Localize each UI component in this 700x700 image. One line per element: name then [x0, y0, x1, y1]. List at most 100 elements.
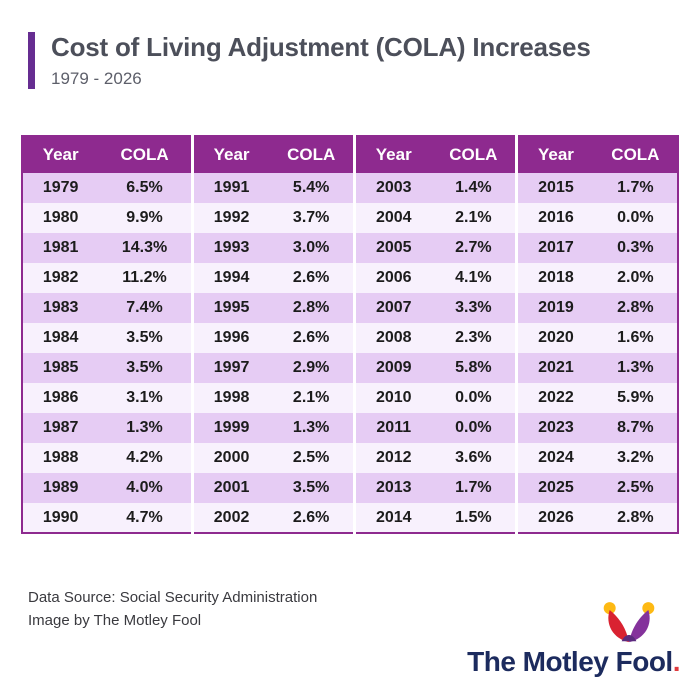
year-cell: 1986	[22, 383, 99, 413]
cola-cell: 4.7%	[98, 503, 193, 533]
cola-cell: 0.3%	[593, 233, 678, 263]
cola-cell: 4.0%	[98, 473, 193, 503]
header-row: Year COLA Year COLA Year COLA Year COLA	[22, 136, 678, 173]
year-cell: 2015	[515, 173, 594, 203]
year-cell: 2025	[515, 473, 594, 503]
year-cell: 1990	[22, 503, 99, 533]
cola-cell: 0.0%	[431, 413, 517, 443]
cola-cell: 3.0%	[269, 233, 355, 263]
year-cell: 2019	[515, 293, 594, 323]
cola-cell: 4.1%	[431, 263, 517, 293]
cola-cell: 1.6%	[593, 323, 678, 353]
year-cell: 2003	[352, 173, 432, 203]
brand-name: The Motley Fool	[467, 646, 673, 677]
cola-cell: 2.8%	[269, 293, 355, 323]
cola-column-header: COLA	[269, 136, 355, 173]
image-credit-line: Image by The Motley Fool	[28, 611, 202, 629]
year-cell: 1981	[22, 233, 99, 263]
year-cell: 1980	[22, 203, 99, 233]
cola-cell: 1.7%	[431, 473, 517, 503]
cola-cell: 11.2%	[98, 263, 193, 293]
cola-cell: 2.6%	[269, 323, 355, 353]
cola-cell: 2.6%	[269, 263, 355, 293]
cola-cell: 2.1%	[269, 383, 355, 413]
table-row: 1985 3.5% 1997 2.9% 2009 5.8% 2021 1.3%	[22, 353, 678, 383]
year-column-header: Year	[515, 136, 594, 173]
year-cell: 2011	[352, 413, 432, 443]
cola-cell: 2.9%	[269, 353, 355, 383]
cola-cell: 3.5%	[269, 473, 355, 503]
page-subtitle: 1979 - 2026	[51, 69, 142, 88]
cola-cell: 2.7%	[431, 233, 517, 263]
cola-cell: 5.8%	[431, 353, 517, 383]
table-row: 1989 4.0% 2001 3.5% 2013 1.7% 2025 2.5%	[22, 473, 678, 503]
table-row: 1984 3.5% 1996 2.6% 2008 2.3% 2020 1.6%	[22, 323, 678, 353]
year-cell: 1995	[190, 293, 270, 323]
year-cell: 2001	[190, 473, 270, 503]
year-cell: 1993	[190, 233, 270, 263]
year-cell: 2020	[515, 323, 594, 353]
cola-cell: 5.4%	[269, 173, 355, 203]
cola-cell: 2.5%	[269, 443, 355, 473]
page-title: Cost of Living Adjustment (COLA) Increas…	[51, 32, 591, 62]
cola-column-header: COLA	[593, 136, 678, 173]
cola-cell: 4.2%	[98, 443, 193, 473]
year-cell: 1979	[22, 173, 99, 203]
cola-cell: 3.2%	[593, 443, 678, 473]
year-column-header: Year	[22, 136, 99, 173]
table-header: Year COLA Year COLA Year COLA Year COLA	[22, 136, 678, 173]
year-cell: 2008	[352, 323, 432, 353]
cola-cell: 8.7%	[593, 413, 678, 443]
year-cell: 2024	[515, 443, 594, 473]
year-cell: 2012	[352, 443, 432, 473]
year-cell: 2005	[352, 233, 432, 263]
cola-cell: 6.5%	[98, 173, 193, 203]
table-row: 1986 3.1% 1998 2.1% 2010 0.0% 2022 5.9%	[22, 383, 678, 413]
brand-period: .	[672, 646, 681, 677]
brand-wordmark: The Motley Fool.	[467, 646, 680, 678]
year-cell: 2007	[352, 293, 432, 323]
cola-cell: 2.8%	[593, 293, 678, 323]
year-cell: 2026	[515, 503, 594, 533]
year-cell: 1992	[190, 203, 270, 233]
cola-cell: 2.3%	[431, 323, 517, 353]
cola-cell: 3.3%	[431, 293, 517, 323]
cola-cell: 1.7%	[593, 173, 678, 203]
cola-cell: 3.7%	[269, 203, 355, 233]
year-cell: 1987	[22, 413, 99, 443]
year-cell: 1997	[190, 353, 270, 383]
year-cell: 2006	[352, 263, 432, 293]
cola-cell: 3.1%	[98, 383, 193, 413]
jester-hat-icon	[603, 602, 655, 643]
cola-cell: 2.0%	[593, 263, 678, 293]
table-row: 1988 4.2% 2000 2.5% 2012 3.6% 2024 3.2%	[22, 443, 678, 473]
source-note: Data Source: Social Security Administrat…	[28, 587, 317, 632]
cola-cell: 1.3%	[98, 413, 193, 443]
cola-cell: 1.5%	[431, 503, 517, 533]
cola-cell: 1.3%	[269, 413, 355, 443]
table-row: 1990 4.7% 2002 2.6% 2014 1.5% 2026 2.8%	[22, 503, 678, 533]
year-cell: 1999	[190, 413, 270, 443]
cola-cell: 3.6%	[431, 443, 517, 473]
cola-cell: 1.4%	[431, 173, 517, 203]
year-cell: 2009	[352, 353, 432, 383]
year-cell: 2018	[515, 263, 594, 293]
cola-cell: 2.8%	[593, 503, 678, 533]
table-body: 1979 6.5% 1991 5.4% 2003 1.4% 2015 1.7% 1980 9.9%…	[22, 173, 678, 533]
year-cell: 2000	[190, 443, 270, 473]
cola-table: Year COLA Year COLA Year COLA Year COLA 1979 6.5…	[21, 135, 679, 534]
cola-cell: 3.5%	[98, 353, 193, 383]
year-cell: 2022	[515, 383, 594, 413]
table-row: 1981 14.3% 1993 3.0% 2005 2.7% 2017 0.3%	[22, 233, 678, 263]
year-cell: 1998	[190, 383, 270, 413]
year-cell: 2014	[352, 503, 432, 533]
year-column-header: Year	[190, 136, 270, 173]
cola-cell: 14.3%	[98, 233, 193, 263]
cola-cell: 2.6%	[269, 503, 355, 533]
year-cell: 2023	[515, 413, 594, 443]
table-row: 1980 9.9% 1992 3.7% 2004 2.1% 2016 0.0%	[22, 203, 678, 233]
year-cell: 2002	[190, 503, 270, 533]
year-cell: 1984	[22, 323, 99, 353]
cola-cell: 2.5%	[593, 473, 678, 503]
